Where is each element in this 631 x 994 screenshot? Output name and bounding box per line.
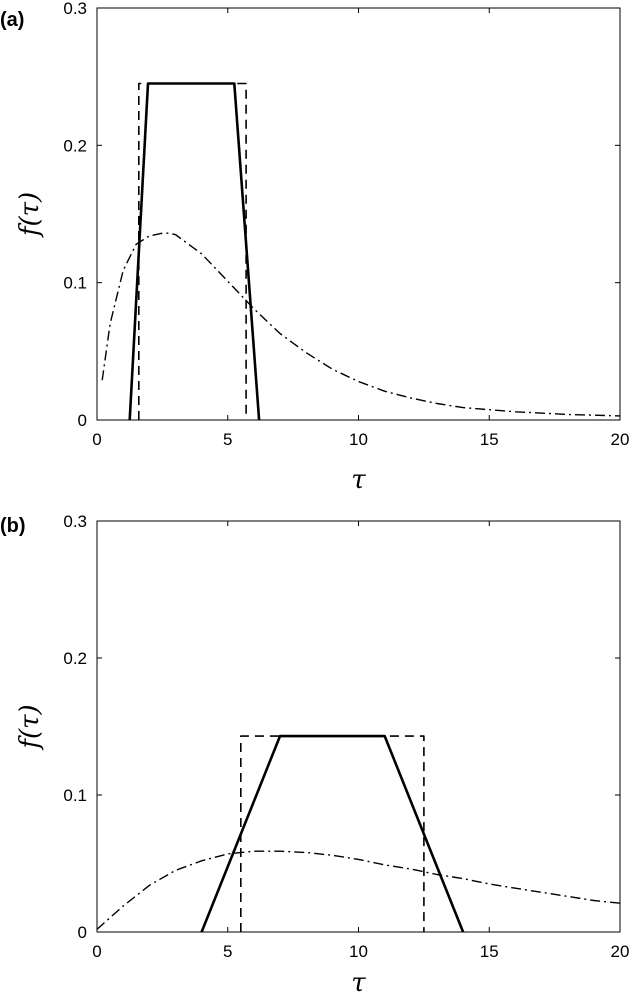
panel-a-xlabel: τ xyxy=(351,465,366,495)
panel-a-series-dashed xyxy=(138,82,247,420)
panel-b-ylabel: f(τ) xyxy=(15,704,45,750)
panel-a-ytick-label: 0.1 xyxy=(63,274,87,293)
panel-b-ytick-label: 0.1 xyxy=(63,786,87,805)
panel-b-axes-frame xyxy=(96,520,621,933)
panel-a-xtick-label: 10 xyxy=(349,430,368,449)
panel-b-xtick-label: 0 xyxy=(92,942,101,961)
panel-a-series-solid xyxy=(128,82,261,421)
panel-b-series-dashed xyxy=(240,735,425,932)
panel-a-ytick-label: 0 xyxy=(78,411,87,430)
panel-a-axes-frame xyxy=(96,7,621,421)
panel-b-xlabel: τ xyxy=(351,968,366,994)
panel-a-ytick-label: 0.2 xyxy=(63,136,87,155)
panel-a-xtick-label: 0 xyxy=(92,430,101,449)
panel-b-label: (b) xyxy=(0,515,26,537)
panel-a-xtick-label: 15 xyxy=(480,430,499,449)
panel-a-xtick-label: 5 xyxy=(223,430,232,449)
panel-b-xtick-label: 5 xyxy=(223,942,232,961)
panel-a: (a) 0 5 10 15 20 0 0.1 0.2 0.3 τ f(τ) xyxy=(0,0,629,495)
panel-b-ytick-label: 0.2 xyxy=(63,649,87,668)
panel-a-series-dashdot xyxy=(101,232,621,417)
panel-a-ytick-label: 0.3 xyxy=(63,0,87,18)
panel-b-ytick-label: 0.3 xyxy=(63,512,87,531)
panel-a-ylabel: f(τ) xyxy=(15,192,45,238)
panel-b: (b) 0 5 10 15 20 0 0.1 0.2 0.3 τ f(τ) xyxy=(0,512,629,994)
panel-b-xtick-label: 10 xyxy=(349,942,368,961)
panel-b-ytick-label: 0 xyxy=(78,923,87,942)
panel-a-label: (a) xyxy=(0,9,24,31)
panel-a-xtick-label: 20 xyxy=(611,430,630,449)
panel-b-xtick-label: 15 xyxy=(480,942,499,961)
panel-b-series-dashdot xyxy=(96,850,621,930)
panel-b-xtick-label: 20 xyxy=(611,942,630,961)
